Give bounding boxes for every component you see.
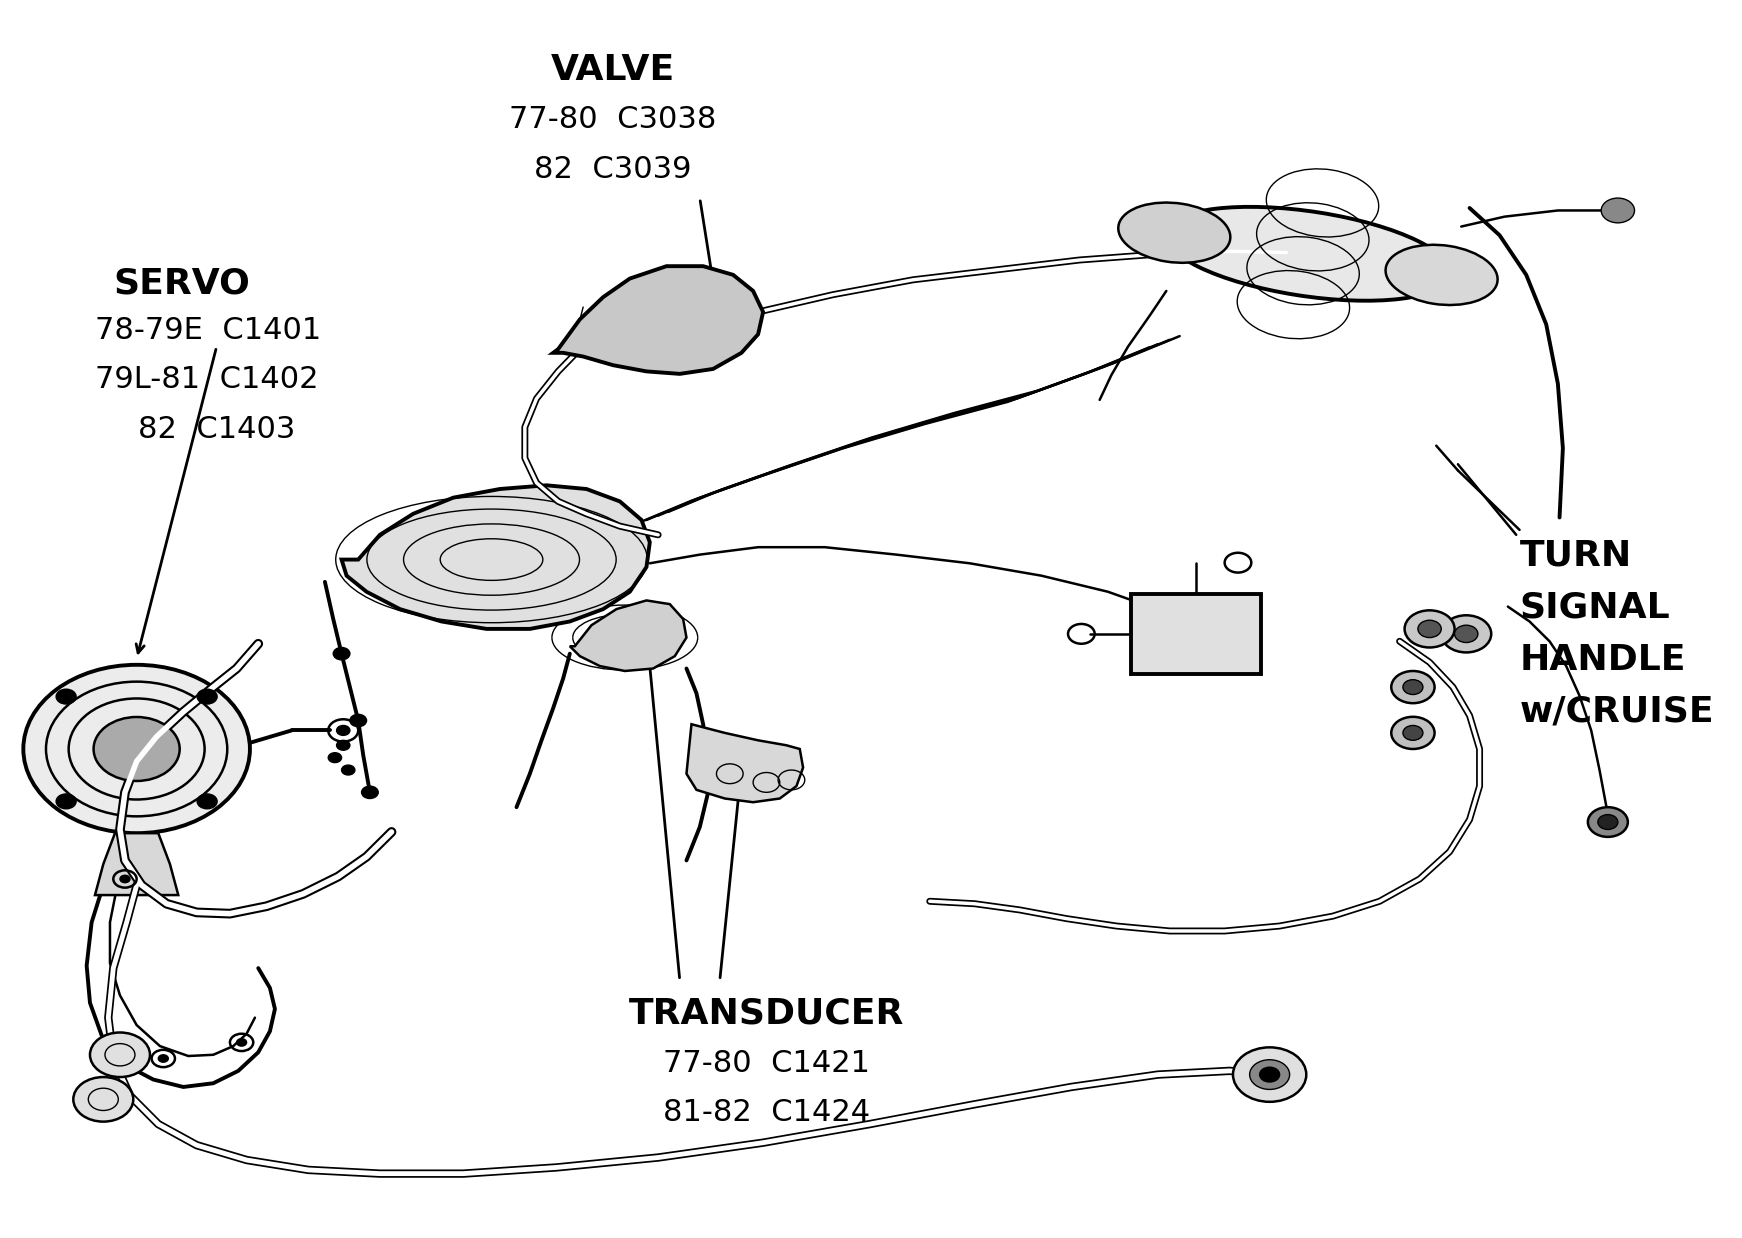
Circle shape <box>73 1077 134 1122</box>
Circle shape <box>1392 671 1435 703</box>
Circle shape <box>1249 1060 1289 1089</box>
Circle shape <box>1418 620 1441 638</box>
Circle shape <box>1589 807 1627 837</box>
Circle shape <box>159 1055 169 1062</box>
Circle shape <box>197 794 218 808</box>
Circle shape <box>327 753 341 763</box>
Text: 78-79E  C1401: 78-79E C1401 <box>96 316 321 344</box>
Polygon shape <box>686 724 803 802</box>
Text: 77-80  C3038: 77-80 C3038 <box>509 105 718 134</box>
Circle shape <box>94 717 179 781</box>
Text: SIGNAL: SIGNAL <box>1519 591 1671 624</box>
Ellipse shape <box>1165 207 1451 301</box>
Circle shape <box>1392 717 1435 749</box>
Circle shape <box>362 786 378 799</box>
Ellipse shape <box>1385 245 1498 305</box>
FancyBboxPatch shape <box>1131 594 1261 675</box>
Circle shape <box>91 1032 150 1077</box>
Circle shape <box>1233 1047 1306 1102</box>
Circle shape <box>120 875 131 883</box>
Text: HANDLE: HANDLE <box>1519 643 1686 676</box>
Circle shape <box>341 765 355 775</box>
Text: 79L-81  C1402: 79L-81 C1402 <box>96 365 319 394</box>
Ellipse shape <box>1118 203 1230 262</box>
Text: 82  C1403: 82 C1403 <box>138 415 296 443</box>
Circle shape <box>1601 198 1634 223</box>
Circle shape <box>1402 680 1423 695</box>
Circle shape <box>1259 1067 1280 1082</box>
Polygon shape <box>341 485 650 629</box>
Circle shape <box>1441 615 1491 652</box>
Circle shape <box>56 690 77 704</box>
Circle shape <box>1597 815 1618 829</box>
Circle shape <box>333 647 350 660</box>
Text: w/CRUISE: w/CRUISE <box>1519 695 1714 728</box>
Text: 82  C3039: 82 C3039 <box>535 155 692 183</box>
Circle shape <box>197 690 218 704</box>
Text: 81-82  C1424: 81-82 C1424 <box>664 1098 869 1127</box>
Circle shape <box>1455 625 1477 643</box>
Circle shape <box>1402 725 1423 740</box>
Text: TRANSDUCER: TRANSDUCER <box>629 997 904 1030</box>
Polygon shape <box>96 833 178 895</box>
Circle shape <box>336 740 350 750</box>
Circle shape <box>237 1039 247 1046</box>
Circle shape <box>56 794 77 808</box>
Circle shape <box>336 725 350 735</box>
Polygon shape <box>570 600 686 671</box>
Circle shape <box>1404 610 1455 647</box>
Circle shape <box>23 665 249 833</box>
Text: SERVO: SERVO <box>113 266 251 300</box>
Text: 77-80  C1421: 77-80 C1421 <box>664 1049 869 1077</box>
Polygon shape <box>554 266 763 374</box>
Circle shape <box>350 714 366 727</box>
Text: TURN: TURN <box>1519 539 1632 572</box>
Text: VALVE: VALVE <box>550 53 676 87</box>
